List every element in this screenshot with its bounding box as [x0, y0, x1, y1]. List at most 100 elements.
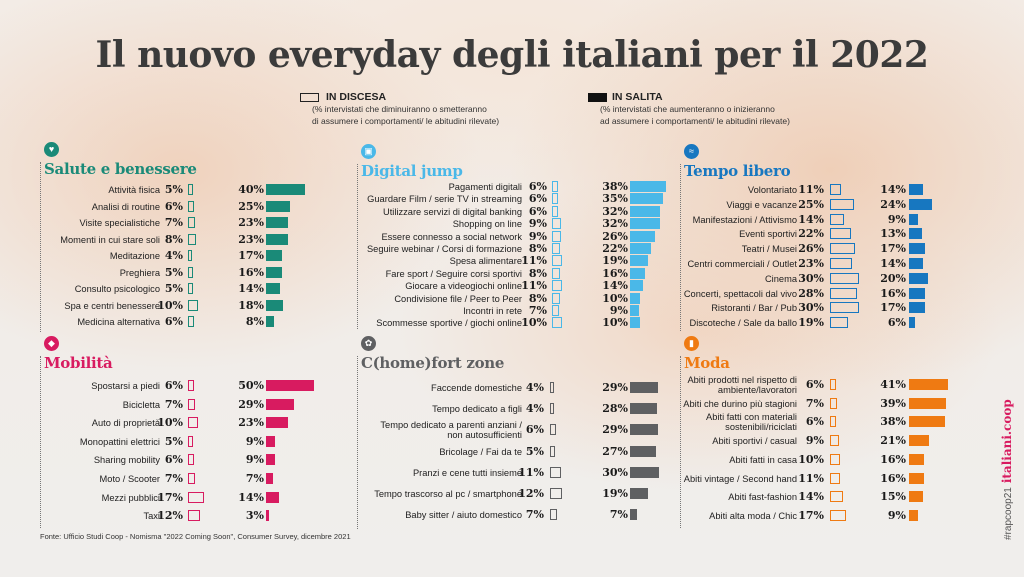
category-label: Essere connesso a social network: [381, 231, 522, 242]
down-value: 11%: [518, 465, 544, 479]
up-bar: [909, 509, 918, 521]
down-bar: [830, 416, 836, 428]
category-label: Visite specialistiche: [79, 218, 160, 228]
down-bar: [550, 466, 561, 478]
down-value: 9%: [528, 229, 547, 243]
up-value: 17%: [238, 249, 264, 262]
down-bar: [552, 218, 561, 230]
down-bar: [830, 397, 837, 409]
up-value: 19%: [602, 487, 628, 500]
down-bar: [552, 292, 560, 304]
down-bar: [830, 287, 858, 299]
up-value: 20%: [880, 271, 906, 285]
legend-up-swatch: [588, 93, 607, 102]
up-value: 22%: [602, 242, 628, 255]
up-bar: [909, 435, 929, 447]
up-bar: [266, 266, 282, 278]
down-bar: [188, 200, 194, 212]
down-bar: [552, 255, 563, 267]
up-value: 18%: [238, 298, 264, 312]
down-value: 4%: [525, 402, 544, 416]
category-label: Baby sitter / aiuto domestico: [405, 510, 522, 521]
down-bar: [552, 230, 561, 242]
site-link[interactable]: italiani.coop: [1000, 399, 1014, 484]
category-label: Monopattini elettrici: [79, 436, 160, 447]
down-value: 11%: [521, 279, 547, 293]
up-bar: [266, 435, 275, 447]
down-value: 6%: [528, 192, 547, 206]
down-value: 4%: [525, 381, 544, 394]
down-bar: [188, 283, 193, 294]
down-bar: [188, 250, 192, 261]
category-label: Shopping on line: [452, 219, 522, 230]
down-bar: [550, 509, 557, 521]
screen-icon: ▣: [361, 144, 376, 159]
down-bar: [552, 181, 558, 192]
down-value: 5%: [164, 183, 183, 196]
down-bar: [550, 403, 554, 415]
home-icon: ✿: [361, 336, 376, 351]
category-label: Medicina alternativa: [77, 317, 160, 327]
down-bar: [550, 445, 555, 457]
down-value: 6%: [525, 423, 544, 437]
category-label: Attività fisica: [108, 185, 160, 195]
up-bar: [266, 398, 294, 410]
up-bar: [266, 299, 284, 311]
up-value: 9%: [245, 434, 264, 448]
up-value: 6%: [887, 316, 906, 330]
down-value: 9%: [528, 217, 547, 231]
category-label: Abiti sportivi / casual: [712, 436, 797, 447]
up-bar: [630, 292, 640, 304]
down-value: 7%: [164, 472, 183, 485]
panel-divider: [357, 164, 358, 329]
down-bar: [550, 424, 556, 436]
up-value: 29%: [602, 423, 628, 437]
up-value: 21%: [880, 434, 906, 448]
down-value: 8%: [528, 291, 547, 305]
down-value: 6%: [164, 379, 183, 392]
up-value: 28%: [602, 402, 628, 416]
up-bar: [630, 424, 658, 436]
category-label: Concerti, spettacoli dal vivo: [683, 288, 797, 299]
up-value: 19%: [602, 254, 628, 268]
category-label: Abiti alta moda / Chic: [709, 510, 797, 521]
up-value: 15%: [880, 490, 906, 504]
down-value: 17%: [157, 490, 183, 504]
down-bar: [830, 302, 860, 314]
down-value: 19%: [798, 316, 824, 330]
up-value: 26%: [602, 229, 628, 243]
up-bar: [630, 181, 667, 192]
down-value: 6%: [164, 315, 183, 328]
down-bar: [830, 258, 853, 269]
up-bar: [909, 416, 946, 428]
category-label: Pagamenti digitali: [448, 182, 522, 192]
up-value: 7%: [609, 508, 628, 522]
category-label: Fare sport / Seguire corsi sportivi: [385, 268, 522, 279]
up-bar: [630, 218, 661, 230]
down-value: 5%: [164, 434, 183, 448]
down-value: 12%: [157, 509, 183, 523]
up-bar: [266, 316, 274, 327]
up-bar: [909, 397, 947, 409]
down-value: 5%: [525, 444, 544, 458]
up-bar: [909, 472, 925, 484]
category-label: Analisi di routine: [91, 201, 160, 212]
up-value: 8%: [245, 315, 264, 328]
up-bar: [630, 509, 637, 521]
up-value: 17%: [880, 301, 906, 315]
category-label: Bicicletta: [122, 399, 160, 410]
up-value: 14%: [238, 490, 264, 504]
down-value: 8%: [528, 266, 547, 280]
up-value: 39%: [880, 396, 906, 410]
down-value: 22%: [798, 227, 824, 241]
down-value: 30%: [798, 271, 824, 285]
category-label: Seguire webinar / Corsi di formazione: [366, 244, 522, 254]
legend-down-desc-2: di assumere i comportamenti/ le abitudin…: [312, 116, 500, 126]
category-label: Pranzi e cene tutti insieme: [412, 467, 522, 478]
up-value: 38%: [880, 415, 906, 429]
down-bar: [188, 417, 198, 429]
category-label: Sharing mobility: [93, 455, 160, 466]
category-label: Manifestazioni / Attivismo: [692, 214, 797, 225]
legend-down-desc-1: (% intervistati che diminuiranno o smett…: [312, 104, 487, 114]
wave-icon: ≈: [684, 144, 699, 159]
